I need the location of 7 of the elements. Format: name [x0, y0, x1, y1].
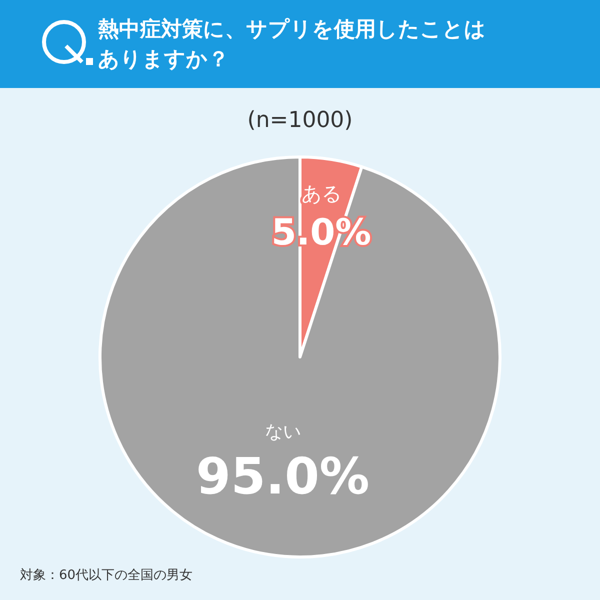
slice-label: ある: [301, 182, 342, 206]
chart-subtitle: (n=1000): [246, 108, 354, 133]
pie-slice: [98, 156, 502, 558]
data-label: 95.0%: [196, 448, 370, 506]
slice-label: ない: [264, 422, 301, 443]
text: 対象：60代以下の全国の男女: [20, 567, 193, 584]
chart-title: 熱中症対策に、サプリを使用したことはありますか？: [98, 16, 487, 73]
